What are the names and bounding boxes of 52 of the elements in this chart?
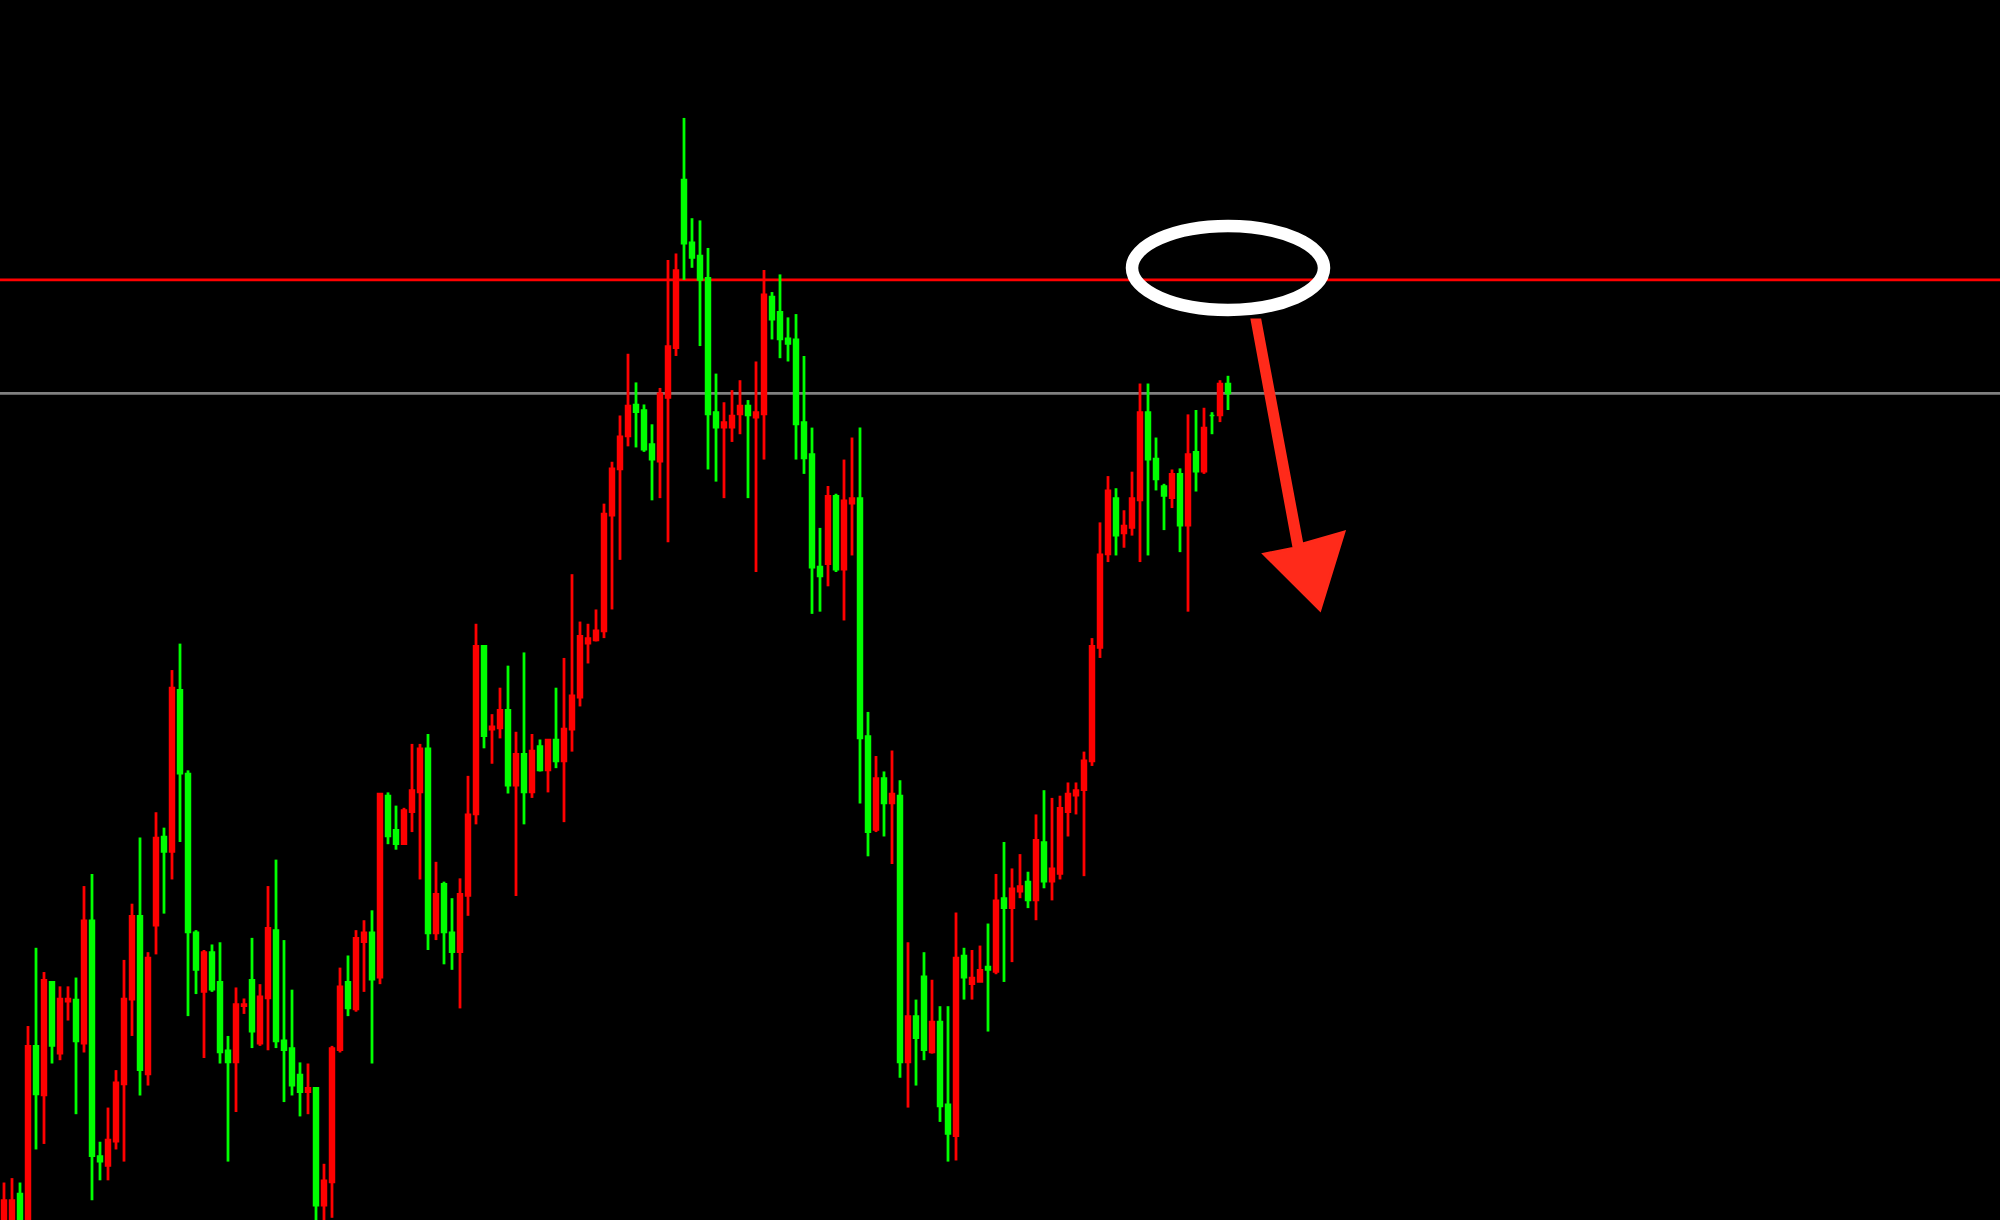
candlestick <box>736 378 744 436</box>
candlestick <box>368 908 376 1065</box>
candlestick <box>880 770 888 838</box>
candlestick <box>1200 406 1208 476</box>
candlestick <box>1160 482 1168 532</box>
candlestick <box>720 400 728 500</box>
candlestick <box>288 988 296 1097</box>
candlestick <box>1224 374 1232 412</box>
candlestick <box>1024 870 1032 910</box>
candlestick <box>568 572 576 754</box>
candlestick <box>1112 486 1120 557</box>
candlestick <box>1040 788 1048 890</box>
candlestick <box>768 290 776 341</box>
candlestick <box>888 749 896 866</box>
candlestick <box>520 651 528 826</box>
candlestick <box>984 922 992 1033</box>
candlestick <box>904 940 912 1109</box>
candlestick <box>960 946 968 1001</box>
candlestick <box>432 860 440 942</box>
candlestick <box>512 730 520 898</box>
candlestick <box>528 732 536 800</box>
candlestick <box>536 738 544 773</box>
candlestick <box>160 826 168 916</box>
candlestick <box>344 954 352 1018</box>
candlestick <box>976 944 984 984</box>
candlestick <box>496 686 504 740</box>
candlestick <box>416 742 424 881</box>
candlestick <box>1144 382 1152 557</box>
candlestick <box>384 791 392 846</box>
candlestick <box>72 976 80 1116</box>
candlestick <box>776 273 784 360</box>
candlestick <box>1216 378 1224 424</box>
candlestick <box>200 948 208 1060</box>
candlestick <box>0 1181 8 1220</box>
candlestick <box>640 403 648 454</box>
candlestick <box>944 1004 952 1163</box>
candlestick <box>16 1181 24 1220</box>
candlestick <box>488 712 496 766</box>
candlestick <box>728 388 736 444</box>
candlestick <box>928 978 936 1055</box>
candlestick <box>544 738 552 794</box>
candlestick <box>632 381 640 449</box>
candlestick <box>560 656 568 824</box>
candlestick <box>1192 408 1200 493</box>
candlestick <box>1008 867 1016 964</box>
candlestick <box>552 686 560 770</box>
candlestick <box>744 398 752 500</box>
candlestick <box>8 1176 16 1220</box>
candlestick <box>968 948 976 1001</box>
candlestick <box>1168 468 1176 510</box>
candlestick <box>1000 840 1008 984</box>
candlestick <box>304 1062 312 1116</box>
